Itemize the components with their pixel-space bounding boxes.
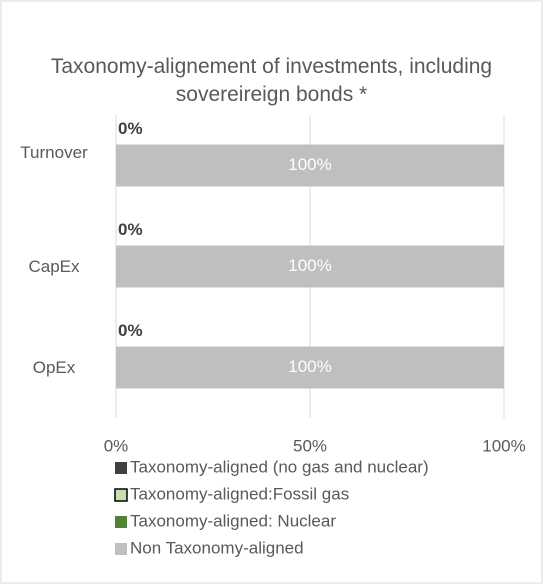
data-label: 0% <box>118 220 143 239</box>
legend-swatch <box>115 516 127 528</box>
legend-label: Taxonomy-aligned (no gas and nuclear) <box>130 457 429 476</box>
data-label: 100% <box>288 357 331 376</box>
y-tick-label: CapEx <box>28 256 80 276</box>
x-tick-label: 0% <box>104 436 129 455</box>
legend-label: Taxonomy-aligned: Nuclear <box>130 511 336 530</box>
x-tick-label: 100% <box>482 436 525 455</box>
chart-title: Taxonomy-alignement of investments, incl… <box>50 55 493 106</box>
data-label: 0% <box>118 321 143 340</box>
y-tick-label: Turnover <box>20 142 88 162</box>
data-label: 0% <box>118 119 143 138</box>
bar-segment <box>116 346 504 389</box>
bar-segment <box>116 144 504 187</box>
y-tick-label: OpEx <box>32 357 76 377</box>
data-label: 100% <box>288 155 331 174</box>
legend-swatch <box>115 543 127 555</box>
legend-label: Taxonomy-aligned:Fossil gas <box>130 484 349 503</box>
legend-swatch <box>114 488 128 502</box>
bar-segment <box>116 245 504 288</box>
data-label: 100% <box>288 256 331 275</box>
x-tick-label: 50% <box>293 436 327 455</box>
legend-swatch <box>115 462 127 474</box>
legend-label: Non Taxonomy-aligned <box>130 538 304 557</box>
